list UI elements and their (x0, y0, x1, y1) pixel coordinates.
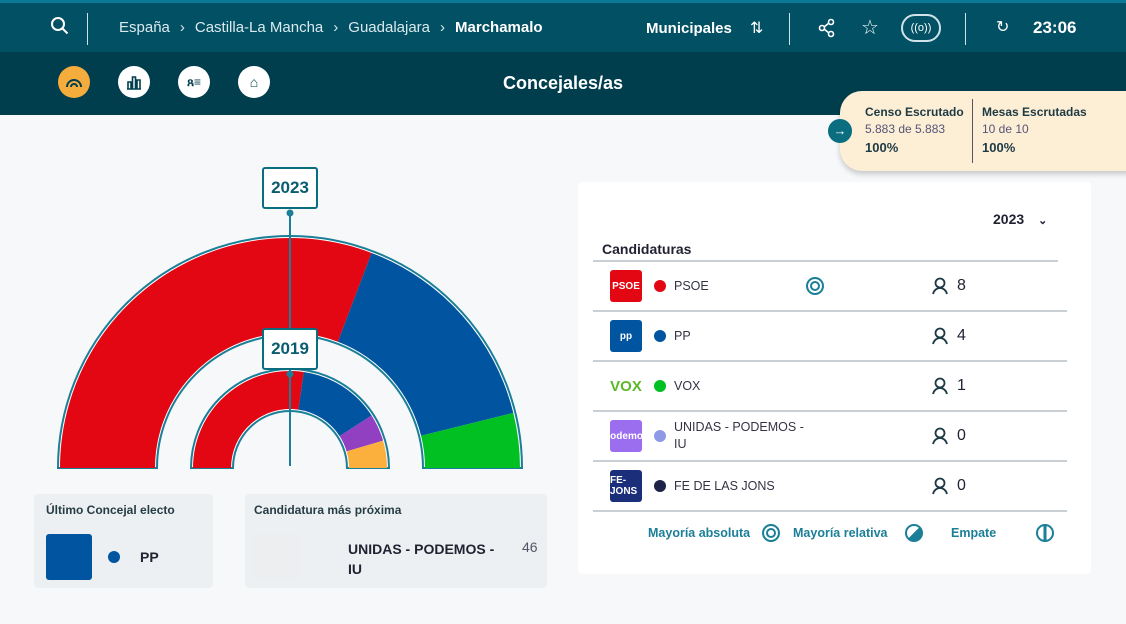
seat-segment-2023-vox[interactable] (421, 412, 520, 468)
closest-label: Candidatura más próxima (254, 503, 402, 517)
seat-segment-2019-pp[interactable] (298, 371, 372, 437)
sort-arrows-icon[interactable]: ⇅ (750, 20, 764, 37)
seat-count: 4 (957, 327, 966, 344)
time: 23:06 (1033, 18, 1077, 37)
marker-dot (286, 370, 294, 378)
legend-absolute-majority: Mayoría absoluta (648, 526, 751, 540)
person-icon (932, 277, 948, 295)
mesas-pct: 100% (982, 140, 1016, 155)
seat-segment-2023-pp[interactable] (337, 252, 514, 436)
relative-majority-icon (905, 524, 923, 542)
party-name: PP (674, 328, 691, 343)
top-bar: España › Castilla-La Mancha › Guadalajara ›… (0, 0, 1126, 52)
party-logo (46, 534, 92, 580)
year-selector-value: 2023 (993, 211, 1025, 227)
candidates-list-button[interactable]: ጸ≡ (178, 66, 210, 98)
year-selector[interactable]: 2023 ⌄ (993, 211, 1047, 227)
seat-segment-2019-psoe[interactable] (193, 371, 304, 468)
seat-segment-2023-psoe[interactable] (60, 237, 372, 468)
seat-segment-2019-unidas-podemos-iu[interactable] (339, 415, 384, 452)
breadcrumb-current: Marchamalo (455, 19, 543, 36)
person-icon (932, 477, 948, 495)
party-color-dot (654, 480, 666, 492)
seat-count: 8 (957, 277, 966, 294)
party-name: UNIDAS - PODEMOS - IU (674, 420, 804, 451)
closest-candidate-card: Candidatura más próxima UNIDAS - PODEMOS… (245, 494, 547, 588)
candidate-row[interactable]: FE-JONS FE DE LAS JONS 0 (593, 462, 1067, 512)
marker-dot (286, 209, 294, 217)
person-icon (932, 427, 948, 445)
page-title: Concejales/as (502, 73, 624, 93)
party-color-dot (654, 280, 666, 292)
party-logo: VOX (610, 370, 642, 402)
star-icon[interactable]: ☆ (861, 17, 879, 39)
closest-votes: 46 (522, 539, 538, 555)
divider (87, 13, 88, 45)
person-icon (932, 377, 948, 395)
year-label-2023[interactable]: 2023 (262, 167, 318, 209)
last-elected-label: Último Concejal electo (46, 503, 175, 517)
censo-label: Censo Escrutado (865, 105, 964, 119)
party-color-dot (654, 380, 666, 392)
candidates-heading: Candidaturas (602, 241, 692, 257)
collapse-arrow-icon[interactable]: → (828, 119, 852, 143)
candidates-panel: 2023 ⌄ Candidaturas PSOE PSOE 8 pp PP 4 VOX… (578, 182, 1091, 574)
share-icon[interactable] (818, 18, 836, 43)
hemicycle-view-button[interactable] (58, 66, 90, 98)
candidate-row[interactable]: Podemos UNIDAS - PODEMOS - IU 0 (593, 412, 1067, 462)
party-name: PSOE (674, 278, 709, 293)
mesas-value: 10 de 10 (982, 122, 1029, 136)
breadcrumb-espana[interactable]: España (119, 19, 170, 36)
candidate-row[interactable]: PSOE PSOE 8 (593, 262, 1067, 312)
seat-count: 0 (957, 427, 966, 444)
party-color-dot (654, 430, 666, 442)
seat-segment-2019-other[interactable] (346, 440, 387, 468)
legend-tie: Empate (951, 526, 997, 540)
legend-relative-majority: Mayoría relativa (793, 526, 888, 540)
hemicycle-chart (56, 209, 524, 469)
party-color-dot (654, 330, 666, 342)
year-label-2019[interactable]: 2019 (262, 328, 318, 370)
chevron-down-icon: ⌄ (1038, 215, 1048, 227)
party-name: VOX (674, 378, 701, 393)
map-view-button[interactable]: ⌂ (238, 66, 270, 98)
census-panel: → Censo Escrutado 5.883 de 5.883 100% Me… (828, 91, 1126, 171)
last-elected-card: Último Concejal electo PP (34, 494, 213, 588)
candidate-row[interactable]: VOX VOX 1 (593, 362, 1067, 412)
last-elected-party: PP (140, 549, 159, 565)
censo-value: 5.883 de 5.883 (865, 122, 946, 136)
live-icon[interactable]: ((o)) (901, 14, 941, 42)
seat-count: 1 (957, 377, 966, 394)
breadcrumb-region[interactable]: Castilla-La Mancha (194, 19, 324, 36)
breadcrumb-province[interactable]: Guadalajara (348, 19, 431, 36)
party-name: FE DE LAS JONS (674, 478, 775, 493)
party-logo: Podemos (604, 420, 649, 452)
search-icon[interactable] (50, 16, 70, 41)
party-color-dot (108, 551, 120, 563)
absolute-majority-icon (806, 277, 824, 295)
party-logo: FE-JONS (610, 470, 642, 502)
election-type-selector[interactable]: Municipales (646, 20, 732, 37)
party-logo: PSOE (610, 270, 642, 302)
refresh-clock-icon[interactable]: ↻ (996, 19, 1010, 36)
censo-pct: 100% (865, 140, 899, 155)
absolute-majority-icon (762, 524, 780, 542)
candidate-row[interactable]: pp PP 4 (593, 312, 1067, 362)
breadcrumb: España › Castilla-La Mancha › Guadalajara ›… (119, 19, 543, 36)
party-logo (253, 534, 299, 580)
person-icon (932, 327, 948, 345)
mesas-label: Mesas Escrutadas (982, 105, 1087, 119)
bar-chart-view-button[interactable] (118, 66, 150, 98)
closest-party: UNIDAS - PODEMOS - IU (348, 541, 495, 577)
tie-icon (1036, 524, 1054, 542)
party-logo: pp (610, 320, 642, 352)
seat-count: 0 (957, 477, 966, 494)
